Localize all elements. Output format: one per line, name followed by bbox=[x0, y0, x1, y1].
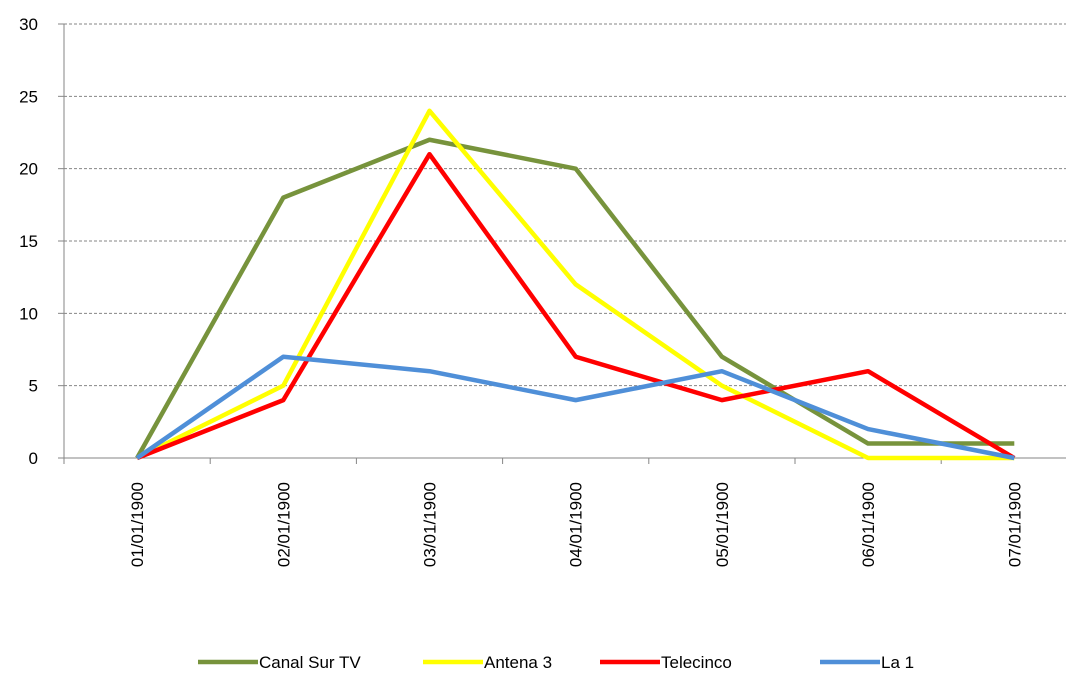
x-tick-label: 01/01/1900 bbox=[128, 482, 147, 567]
x-tick-label: 02/01/1900 bbox=[274, 482, 293, 567]
series-line bbox=[136, 151, 1016, 461]
series-line bbox=[135, 137, 1015, 460]
y-tick-label: 30 bbox=[19, 15, 38, 34]
legend-label: Telecinco bbox=[661, 653, 732, 672]
legend-label: Canal Sur TV bbox=[259, 653, 361, 672]
y-tick-label: 25 bbox=[19, 87, 38, 106]
series-line bbox=[136, 108, 1015, 461]
x-tick-label: 03/01/1900 bbox=[421, 482, 440, 567]
series-line bbox=[135, 354, 1015, 461]
legend-label: La 1 bbox=[881, 653, 914, 672]
x-tick-label: 06/01/1900 bbox=[859, 482, 878, 567]
x-tick-label: 04/01/1900 bbox=[567, 482, 586, 567]
y-tick-label: 15 bbox=[19, 232, 38, 251]
y-tick-label: 10 bbox=[19, 304, 38, 323]
x-tick-label: 07/01/1900 bbox=[1005, 482, 1024, 567]
x-tick-label: 05/01/1900 bbox=[713, 482, 732, 567]
legend-label: Antena 3 bbox=[484, 653, 552, 672]
y-tick-label: 0 bbox=[29, 449, 38, 468]
y-tick-label: 20 bbox=[19, 160, 38, 179]
y-tick-label: 5 bbox=[29, 377, 38, 396]
